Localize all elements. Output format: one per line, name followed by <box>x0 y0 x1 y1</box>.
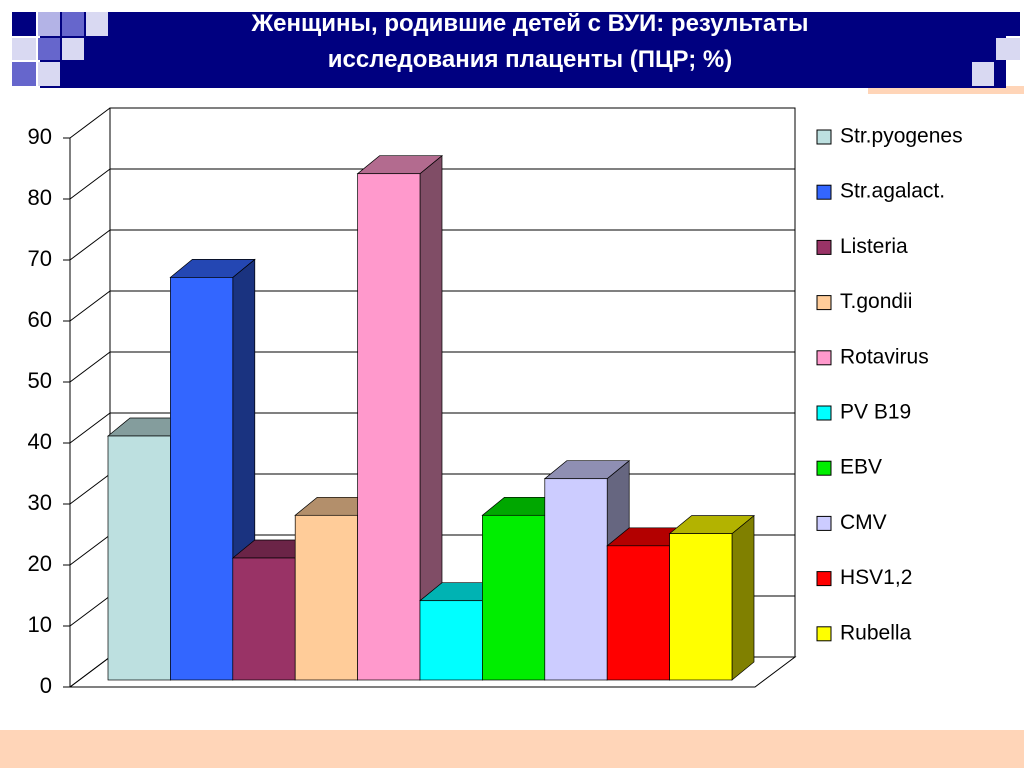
legend-label: Listeria <box>840 235 908 258</box>
bar <box>482 514 546 681</box>
bar <box>669 533 733 681</box>
bar-side <box>731 514 755 681</box>
grid-line <box>69 473 111 505</box>
legend-label: Str.pyogenes <box>840 125 963 148</box>
grid-line <box>69 290 111 322</box>
y-tick-label: 60 <box>28 307 52 332</box>
grid-line <box>69 351 111 383</box>
y-tick-label: 10 <box>28 612 52 637</box>
bar <box>170 277 234 681</box>
grid-line <box>69 229 111 261</box>
legend-swatch <box>816 129 832 145</box>
title-band <box>40 12 1006 88</box>
accent-stripe <box>868 86 1024 94</box>
footer-band <box>0 730 1024 768</box>
y-tick-label: 70 <box>28 246 52 271</box>
decor-squares <box>12 12 1020 86</box>
y-tick-label: 20 <box>28 551 52 576</box>
legend-swatch <box>816 515 832 531</box>
legend-swatch <box>816 571 832 587</box>
legend-swatch <box>816 295 832 311</box>
bar <box>419 600 483 681</box>
bar <box>232 557 296 681</box>
legend-swatch <box>816 239 832 255</box>
y-tick-label: 0 <box>40 673 52 698</box>
grid-line <box>69 107 111 139</box>
y-tick-label: 80 <box>28 185 52 210</box>
legend-label: T.gondii <box>840 290 912 313</box>
y-tick-label: 40 <box>28 429 52 454</box>
grid-line <box>69 412 111 444</box>
legend-label: Str.agalact. <box>840 180 945 203</box>
legend-swatch <box>816 626 832 642</box>
legend-swatch <box>816 405 832 421</box>
bar <box>107 435 171 681</box>
legend-swatch <box>816 350 832 366</box>
y-tick-label: 50 <box>28 368 52 393</box>
legend-label: HSV1,2 <box>840 566 912 589</box>
legend-label: EBV <box>840 456 882 479</box>
bar <box>294 514 358 681</box>
title-box: Женщины, родившие детей с ВУИ: результат… <box>251 10 809 73</box>
y-tick-label: 90 <box>28 124 52 149</box>
grid-line <box>69 534 111 566</box>
chart-title: Женщины, родившие детей с ВУИ: результат… <box>251 10 809 73</box>
legend-label: PV B19 <box>840 401 911 424</box>
legend-label: Rotavirus <box>840 345 929 368</box>
legend-swatch <box>816 460 832 476</box>
y-tick-label: 30 <box>28 490 52 515</box>
grid-line <box>69 595 111 627</box>
bar <box>357 173 421 681</box>
legend-swatch <box>816 184 832 200</box>
grid-line <box>69 656 111 688</box>
legend-label: Rubella <box>840 621 912 644</box>
legend-label: CMV <box>840 511 887 534</box>
grid-line <box>69 168 111 200</box>
bar <box>606 545 670 681</box>
bar <box>544 478 608 681</box>
